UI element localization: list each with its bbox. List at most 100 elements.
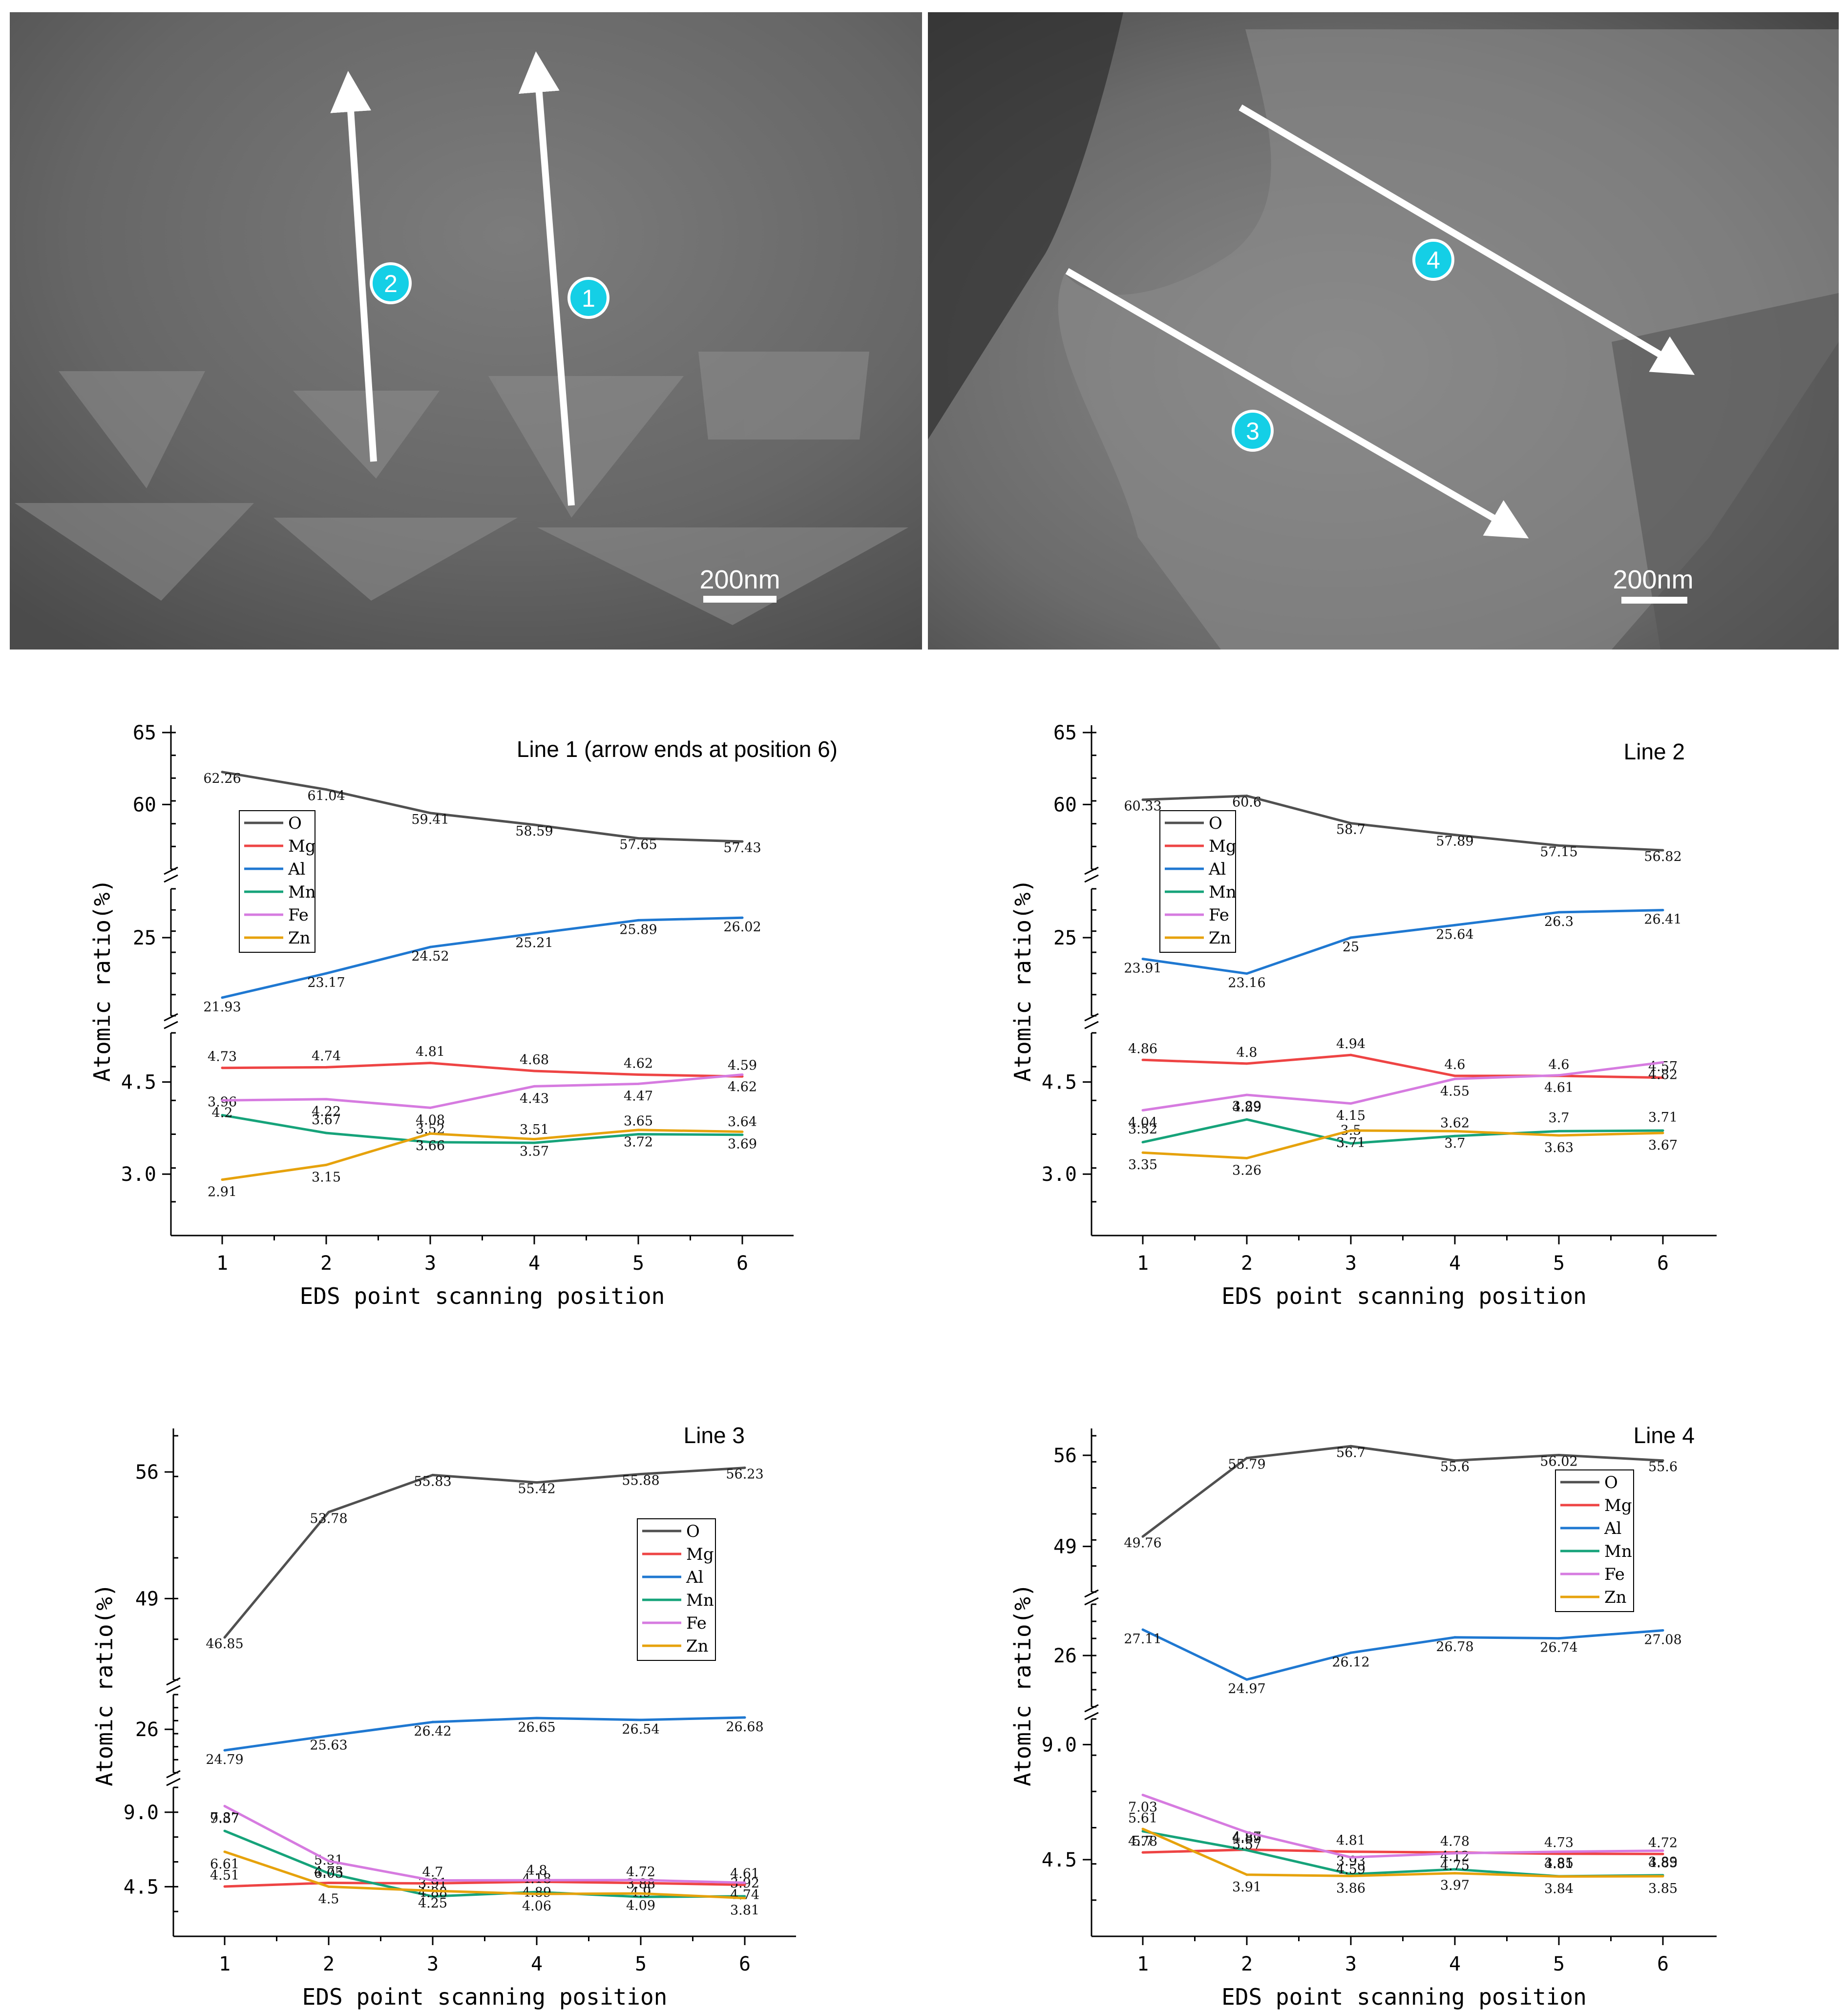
data-point xyxy=(1141,958,1144,961)
data-label: 6.05 xyxy=(314,1866,343,1881)
x-tick-label: 3 xyxy=(1345,1953,1357,1975)
y-tick-label: 4.5 xyxy=(1042,1849,1077,1871)
data-point xyxy=(533,1085,536,1088)
data-point xyxy=(223,1636,226,1639)
data-label: 56.7 xyxy=(1336,1445,1365,1460)
y-tick-label: 65 xyxy=(133,722,156,744)
data-label: 3.89 xyxy=(1232,1099,1261,1114)
legend-label: Al xyxy=(288,860,305,879)
legend-box xyxy=(1555,1469,1634,1612)
legend-label: Zn xyxy=(1209,928,1231,948)
data-point xyxy=(743,1881,746,1884)
legend-label: Al xyxy=(1208,860,1226,879)
data-label: 4.15 xyxy=(1336,1109,1365,1124)
x-tick-label: 6 xyxy=(1657,1252,1669,1275)
data-label: 4.86 xyxy=(1128,1041,1157,1056)
data-label: 26.78 xyxy=(1436,1639,1473,1655)
series-zn: 6.61 4.5 4.25 4.06 4.09 3.81 xyxy=(210,1850,759,1918)
data-point xyxy=(221,1099,224,1102)
x-tick-label: 4 xyxy=(531,1953,543,1975)
data-label: 4.25 xyxy=(418,1896,447,1911)
data-point xyxy=(1453,1134,1456,1137)
data-point xyxy=(325,1066,328,1069)
legend-label: Al xyxy=(686,1568,703,1587)
data-point xyxy=(1141,1830,1144,1833)
x-tick-label: 1 xyxy=(216,1252,228,1275)
legend-label: Mn xyxy=(1209,882,1237,902)
data-label: 4.22 xyxy=(312,1104,341,1119)
data-point xyxy=(1557,1130,1560,1132)
data-point xyxy=(535,1717,538,1719)
series-line xyxy=(222,916,743,999)
y-tick-label: 4.5 xyxy=(1042,1071,1077,1094)
data-label: 4.6 xyxy=(1445,1057,1466,1072)
data-point xyxy=(1661,1076,1664,1079)
x-tick-label: 5 xyxy=(632,1252,644,1275)
legend-label: Al xyxy=(1604,1519,1621,1538)
data-label: 25.63 xyxy=(310,1738,347,1753)
legend-label: O xyxy=(288,814,302,833)
data-point xyxy=(223,1804,226,1807)
y-axis-label: Atomic ratio(%) xyxy=(1009,879,1036,1082)
y-tick-label: 3.0 xyxy=(121,1163,156,1186)
data-point xyxy=(429,945,432,948)
data-label: 4.72 xyxy=(1648,1835,1678,1850)
data-point xyxy=(741,1133,744,1136)
data-point xyxy=(743,1897,746,1900)
data-label: 9.37 xyxy=(210,1811,239,1826)
data-label: 26.74 xyxy=(1540,1640,1577,1656)
x-tick-label: 6 xyxy=(1657,1953,1669,1975)
data-point xyxy=(223,1829,226,1832)
data-label: 4.78 xyxy=(1128,1834,1157,1849)
series-al: 24.79 25.63 26.42 26.65 26.54 26.68 xyxy=(206,1716,764,1767)
data-point xyxy=(639,1879,642,1882)
data-point xyxy=(1453,834,1456,837)
data-point xyxy=(1453,1077,1456,1080)
data-point xyxy=(1661,1852,1664,1855)
sem-arrow-1: 1 xyxy=(518,51,609,506)
data-label: 3.72 xyxy=(624,1135,653,1150)
data-point xyxy=(1661,1061,1664,1064)
data-point xyxy=(1141,798,1144,801)
legend-box xyxy=(1159,810,1236,953)
data-point xyxy=(1557,911,1560,914)
data-label: 3.71 xyxy=(1648,1110,1678,1125)
x-axis-label: EDS point scanning position xyxy=(302,1984,668,2010)
data-label: 57.89 xyxy=(1436,834,1473,849)
data-label: 3.57 xyxy=(520,1144,549,1159)
series-line xyxy=(1142,1794,1663,1859)
x-tick-label: 2 xyxy=(320,1252,332,1275)
data-point xyxy=(743,1884,746,1887)
series-line xyxy=(222,771,743,843)
data-label: 4.88 xyxy=(418,1885,447,1900)
series-line xyxy=(1142,1848,1663,1855)
series-zn: 2.91 3.15 3.66 3.57 3.72 3.69 xyxy=(208,1129,757,1200)
data-point xyxy=(431,1889,434,1892)
axis-break-mark xyxy=(166,1778,181,1786)
data-point xyxy=(637,1129,640,1132)
data-label: 4.5 xyxy=(318,1891,339,1907)
data-point xyxy=(1245,1457,1248,1460)
legend-label: Mn xyxy=(1604,1542,1632,1561)
data-label: 55.79 xyxy=(1228,1457,1265,1472)
data-point xyxy=(1349,1142,1352,1145)
axis-break-mark xyxy=(164,874,178,883)
data-point xyxy=(639,1473,642,1476)
data-point xyxy=(1661,1129,1664,1132)
data-label: 4.61 xyxy=(1544,1080,1574,1095)
series-al: 23.91 23.16 25 25.64 26.3 26.41 xyxy=(1124,909,1682,991)
data-point xyxy=(743,1716,746,1719)
series-mn: 3.963.673.52 3.513.65 3.64 xyxy=(208,1095,757,1144)
y-tick-label: 4.5 xyxy=(121,1071,156,1094)
y-tick-label: 56 xyxy=(135,1461,159,1484)
axis-break-mark xyxy=(164,1013,178,1022)
data-label: 26.68 xyxy=(726,1719,763,1735)
legend: O Mg Al Mn Fe Zn xyxy=(1159,810,1237,953)
data-label: 7.03 xyxy=(1128,1800,1157,1815)
data-label: 4.8 xyxy=(526,1863,547,1878)
data-label: 4.43 xyxy=(520,1091,549,1106)
data-label: 4.62 xyxy=(624,1056,653,1071)
data-label: 4.59 xyxy=(728,1058,757,1073)
data-point xyxy=(1245,1157,1248,1160)
